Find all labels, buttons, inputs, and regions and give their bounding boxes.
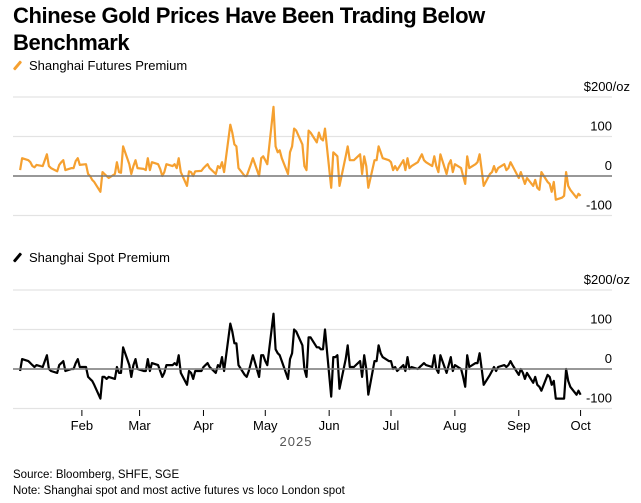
legend-spot: Shanghai Spot Premium bbox=[12, 250, 170, 265]
x-tick-label: Aug bbox=[443, 418, 466, 433]
x-tick-label: Sep bbox=[507, 418, 530, 433]
spot-premium-line bbox=[19, 312, 582, 400]
x-tick-label: Apr bbox=[193, 418, 214, 433]
legend-futures-label: Shanghai Futures Premium bbox=[29, 58, 188, 73]
futures-premium-panel: $200/oz 100 0 -100 bbox=[13, 79, 630, 217]
y-tick-label: $200/oz bbox=[584, 79, 630, 94]
x-tick-label: Jun bbox=[319, 418, 340, 433]
y-tick-label: 0 bbox=[605, 351, 612, 366]
y-tick-label: -100 bbox=[586, 391, 612, 406]
legend-futures: Shanghai Futures Premium bbox=[12, 58, 188, 73]
chart-title: Chinese Gold Prices Have Been Trading Be… bbox=[13, 3, 485, 55]
x-tick-label: Mar bbox=[128, 418, 151, 433]
x-tick-label: May bbox=[253, 418, 278, 433]
spot-premium-panel: $200/oz 100 0 -100 bbox=[13, 272, 630, 410]
x-axis: Feb Mar Apr May Jun Jul Aug Sep Oct 2025 bbox=[71, 410, 591, 449]
x-tick-label: Jul bbox=[383, 418, 400, 433]
y-tick-label: $200/oz bbox=[584, 272, 630, 287]
x-axis-year-label: 2025 bbox=[280, 434, 313, 449]
source-note: Source: Bloomberg, SHFE, SGE bbox=[13, 469, 180, 481]
y-tick-label: 0 bbox=[605, 158, 612, 173]
y-tick-label: 100 bbox=[590, 119, 612, 134]
y-tick-label: -100 bbox=[586, 198, 612, 213]
legend-spot-label: Shanghai Spot Premium bbox=[29, 250, 170, 265]
y-tick-label: 100 bbox=[590, 312, 612, 327]
x-tick-label: Oct bbox=[570, 418, 591, 433]
x-tick-label: Feb bbox=[71, 418, 93, 433]
footnote: Note: Shanghai spot and most active futu… bbox=[13, 485, 345, 497]
futures-premium-line bbox=[19, 105, 582, 201]
